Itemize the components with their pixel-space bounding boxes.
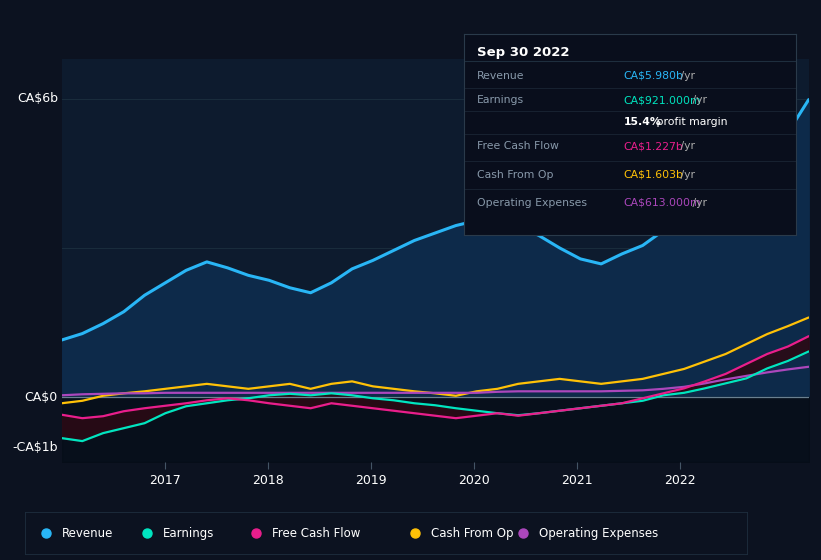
Text: CA$5.980b: CA$5.980b xyxy=(623,71,683,81)
Text: profit margin: profit margin xyxy=(654,117,728,127)
Text: /yr: /yr xyxy=(677,142,695,152)
Text: Sep 30 2022: Sep 30 2022 xyxy=(477,46,570,59)
Text: /yr: /yr xyxy=(677,71,695,81)
Text: CA$921.000m: CA$921.000m xyxy=(623,95,701,105)
Text: /yr: /yr xyxy=(690,198,708,208)
Text: Earnings: Earnings xyxy=(163,527,215,540)
Text: Free Cash Flow: Free Cash Flow xyxy=(477,142,559,152)
Text: 15.4%: 15.4% xyxy=(623,117,662,127)
Text: Operating Expenses: Operating Expenses xyxy=(539,527,658,540)
Text: CA$1.603b: CA$1.603b xyxy=(623,170,683,180)
Text: CA$6b: CA$6b xyxy=(17,92,57,105)
Text: Earnings: Earnings xyxy=(477,95,525,105)
Text: Cash From Op: Cash From Op xyxy=(431,527,513,540)
Text: CA$613.000m: CA$613.000m xyxy=(623,198,701,208)
Text: CA$0: CA$0 xyxy=(25,391,57,404)
Text: /yr: /yr xyxy=(690,95,708,105)
Text: CA$1.227b: CA$1.227b xyxy=(623,142,683,152)
Text: Operating Expenses: Operating Expenses xyxy=(477,198,587,208)
Text: Revenue: Revenue xyxy=(477,71,525,81)
Text: /yr: /yr xyxy=(677,170,695,180)
Text: Free Cash Flow: Free Cash Flow xyxy=(272,527,360,540)
Text: Cash From Op: Cash From Op xyxy=(477,170,553,180)
Text: Revenue: Revenue xyxy=(62,527,113,540)
Text: -CA$1b: -CA$1b xyxy=(12,441,57,454)
